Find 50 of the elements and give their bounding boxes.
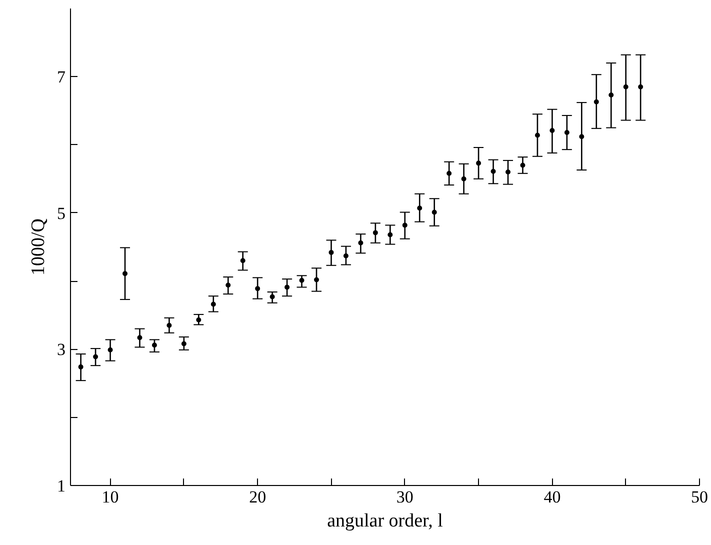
point xyxy=(623,84,628,90)
point xyxy=(417,206,422,211)
point xyxy=(579,134,584,140)
point xyxy=(432,210,437,215)
point xyxy=(358,240,364,246)
point xyxy=(137,335,142,340)
point xyxy=(564,130,570,136)
y-tick-label: 5 xyxy=(57,204,66,223)
point xyxy=(284,284,290,290)
point xyxy=(402,222,408,228)
point xyxy=(446,170,452,176)
point xyxy=(461,176,466,182)
point xyxy=(608,92,614,98)
point xyxy=(314,277,319,282)
point xyxy=(638,84,644,90)
point xyxy=(78,364,84,370)
y-axis-title: 1000/Q xyxy=(28,218,49,276)
point xyxy=(490,168,496,174)
point xyxy=(108,347,113,352)
point xyxy=(476,160,482,166)
y-tick-label: 7 xyxy=(57,68,66,87)
point xyxy=(520,162,526,168)
y-tick-label: 3 xyxy=(57,340,66,360)
y-tick-label: 1 xyxy=(57,476,66,496)
point xyxy=(594,99,599,104)
point xyxy=(343,253,348,258)
point xyxy=(388,232,393,238)
point xyxy=(122,271,128,276)
x-axis-title: angular order, l xyxy=(327,510,443,532)
point xyxy=(328,250,334,255)
x-tick-label: 40 xyxy=(544,488,561,506)
point xyxy=(270,294,275,300)
point xyxy=(550,128,555,133)
point xyxy=(181,341,186,346)
point xyxy=(255,286,260,292)
point xyxy=(166,322,172,328)
point xyxy=(196,317,202,322)
point xyxy=(534,132,540,138)
point xyxy=(372,230,378,236)
point xyxy=(93,354,98,360)
x-tick-label: 20 xyxy=(249,488,266,506)
point xyxy=(240,258,246,264)
x-tick-label: 50 xyxy=(691,488,708,506)
point xyxy=(152,342,157,348)
x-tick-label: 10 xyxy=(102,488,119,506)
point xyxy=(506,170,510,175)
point xyxy=(226,282,231,288)
x-tick-label: 30 xyxy=(396,488,414,506)
point xyxy=(299,278,304,283)
point xyxy=(210,302,216,307)
